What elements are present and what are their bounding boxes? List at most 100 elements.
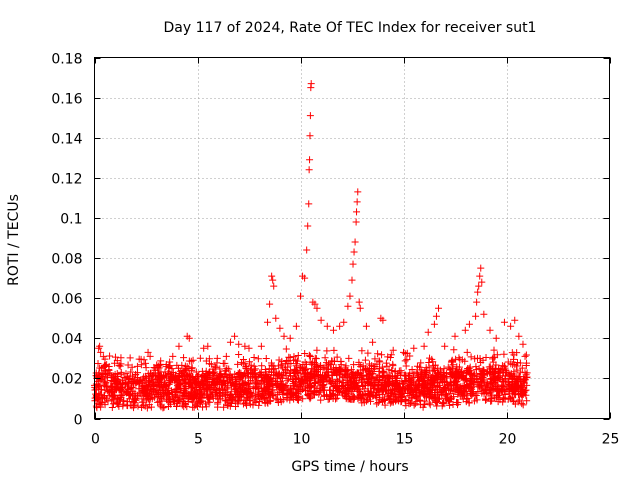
data-point bbox=[97, 376, 105, 384]
y-axis-label: ROTI / TECUs bbox=[6, 194, 22, 286]
data-point bbox=[494, 381, 502, 389]
data-point bbox=[171, 391, 179, 399]
data-point bbox=[405, 375, 413, 383]
data-point bbox=[477, 377, 485, 385]
data-point bbox=[305, 351, 313, 359]
data-point bbox=[280, 332, 288, 340]
data-point bbox=[235, 350, 243, 358]
data-point bbox=[205, 381, 213, 389]
data-point bbox=[300, 371, 308, 379]
data-point bbox=[305, 166, 313, 174]
data-point bbox=[473, 372, 481, 380]
data-point bbox=[188, 365, 196, 373]
data-point bbox=[114, 395, 122, 403]
data-point bbox=[468, 385, 476, 393]
data-point bbox=[472, 366, 480, 374]
data-point bbox=[250, 353, 258, 361]
data-point bbox=[254, 355, 262, 363]
data-point bbox=[402, 362, 410, 370]
data-point bbox=[425, 359, 433, 367]
data-point bbox=[283, 367, 291, 375]
data-point bbox=[362, 371, 370, 379]
data-point bbox=[293, 393, 301, 401]
data-point bbox=[167, 374, 175, 382]
data-point bbox=[330, 346, 338, 354]
data-point bbox=[236, 369, 244, 377]
data-point bbox=[417, 387, 425, 395]
data-point bbox=[283, 377, 291, 385]
data-point bbox=[414, 377, 422, 385]
data-point bbox=[173, 385, 181, 393]
data-point bbox=[278, 374, 286, 382]
data-point bbox=[435, 304, 443, 312]
data-point bbox=[275, 388, 283, 396]
data-point bbox=[166, 362, 174, 370]
data-point bbox=[283, 391, 291, 399]
data-point bbox=[507, 395, 515, 403]
data-point bbox=[413, 397, 421, 405]
data-point bbox=[434, 398, 442, 406]
data-point bbox=[261, 386, 269, 394]
data-point bbox=[471, 355, 479, 363]
data-point bbox=[272, 378, 280, 386]
data-point bbox=[279, 387, 287, 395]
y-tick-label: 0 bbox=[74, 413, 83, 429]
data-point bbox=[141, 402, 149, 410]
data-point bbox=[144, 348, 152, 356]
data-point bbox=[513, 382, 521, 390]
data-point bbox=[160, 403, 168, 411]
plot-frame bbox=[94, 57, 610, 419]
data-point bbox=[492, 334, 500, 342]
data-point bbox=[176, 396, 184, 404]
data-point bbox=[464, 380, 472, 388]
data-point bbox=[346, 378, 354, 386]
data-point bbox=[335, 365, 343, 373]
data-point bbox=[122, 389, 130, 397]
axis-ticks bbox=[94, 57, 611, 420]
data-point bbox=[280, 383, 288, 391]
data-point bbox=[447, 394, 455, 402]
data-point bbox=[304, 222, 312, 230]
data-point bbox=[499, 398, 507, 406]
data-point bbox=[381, 401, 389, 409]
data-point bbox=[353, 198, 361, 206]
data-point bbox=[344, 384, 352, 392]
data-point bbox=[375, 364, 383, 372]
data-point bbox=[430, 365, 438, 373]
data-point bbox=[460, 387, 468, 395]
data-point bbox=[306, 156, 314, 164]
data-point bbox=[509, 372, 517, 380]
data-point bbox=[124, 361, 132, 369]
data-point bbox=[379, 369, 387, 377]
data-point bbox=[321, 354, 329, 362]
data-point bbox=[178, 361, 186, 369]
data-point bbox=[226, 402, 234, 410]
data-point bbox=[286, 334, 294, 342]
data-point bbox=[475, 282, 483, 290]
data-point bbox=[307, 80, 315, 88]
data-point bbox=[429, 372, 437, 380]
data-point bbox=[362, 322, 370, 330]
data-point bbox=[506, 372, 514, 380]
data-point bbox=[329, 326, 337, 334]
data-point bbox=[465, 399, 473, 407]
data-point bbox=[408, 386, 416, 394]
data-point bbox=[281, 359, 289, 367]
data-point bbox=[512, 378, 520, 386]
data-point bbox=[175, 342, 183, 350]
data-point bbox=[188, 364, 196, 372]
data-point bbox=[179, 379, 187, 387]
data-point bbox=[311, 300, 319, 308]
data-point bbox=[143, 391, 151, 399]
data-point bbox=[288, 376, 296, 384]
data-point bbox=[299, 395, 307, 403]
data-point bbox=[235, 340, 243, 348]
data-point bbox=[336, 322, 344, 330]
data-point bbox=[471, 392, 479, 400]
data-point bbox=[431, 361, 439, 369]
data-point bbox=[306, 384, 314, 392]
data-point bbox=[316, 365, 324, 373]
data-point bbox=[115, 361, 123, 369]
data-point bbox=[106, 392, 114, 400]
